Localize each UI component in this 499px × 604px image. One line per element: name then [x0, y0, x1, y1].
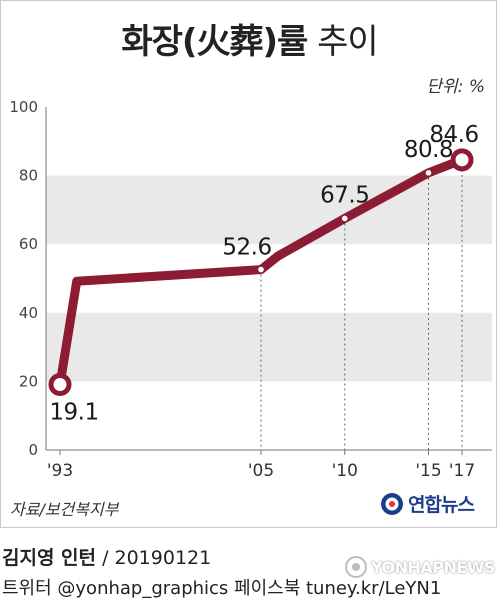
- x-tick-label: '15: [415, 461, 441, 481]
- end-point-marker: [450, 148, 474, 172]
- chart-series: [48, 148, 474, 396]
- data-point-marker: [425, 170, 432, 176]
- data-label: 52.6: [222, 235, 271, 261]
- grid-band: [46, 312, 492, 382]
- data-label: 80.8: [404, 137, 453, 163]
- chart-title: 화장(火葬)률 추이: [0, 14, 499, 63]
- agency-brand: 연합뉴스: [380, 490, 475, 517]
- data-label: 84.6: [429, 122, 478, 148]
- byline-author: 김지영 인턴: [2, 547, 97, 569]
- chart-labels: 19.1 52.6 67.5 80.884.6: [49, 122, 479, 426]
- data-label: 67.5: [320, 182, 369, 208]
- social-links: 트위터 @yonhap_graphics 페이스북 tuney.kr/LeYN1: [2, 578, 442, 599]
- line-chart: 0 20 40 60 80 100 '93 '05 '10 '15 '17 19.1 52.6 67.5…: [9, 98, 492, 481]
- y-tick-label: 80: [19, 167, 38, 185]
- x-tick-label: '05: [248, 461, 274, 481]
- chart-bands: [46, 175, 492, 382]
- end-point-marker: [48, 372, 72, 396]
- y-tick-label: 20: [19, 372, 38, 390]
- data-point-marker: [341, 215, 348, 222]
- chart-guides: [260, 159, 463, 450]
- agency-name: 연합뉴스: [408, 494, 475, 516]
- byline-date: / 20190121: [102, 547, 212, 569]
- x-tick-label: '17: [449, 461, 475, 481]
- y-tick-label: 0: [28, 441, 38, 459]
- grid-band: [46, 175, 492, 245]
- title-sub: 추이: [317, 22, 379, 62]
- y-tick-label: 60: [19, 235, 38, 253]
- title-main: 화장(火葬)률: [121, 22, 308, 62]
- graphic-frame: [0, 0, 497, 528]
- unit-label: 단위: %: [426, 77, 485, 97]
- byline: 김지영 인턴 / 20190121: [2, 543, 211, 570]
- y-tick-label: 100: [9, 98, 38, 116]
- x-tick-label: '10: [332, 461, 358, 481]
- data-label: 19.1: [49, 399, 98, 425]
- chart-axes: 0 20 40 60 80 100 '93 '05 '10 '15 '17: [9, 98, 492, 481]
- source-note: 자료/보건복지부: [10, 500, 119, 519]
- watermark-text: YONHAPNEWS: [371, 557, 496, 577]
- agency-logo-icon: [381, 492, 403, 515]
- watermark-logo-icon: [345, 556, 367, 578]
- data-point-marker: [258, 266, 264, 273]
- x-tick-label: '93: [47, 461, 73, 481]
- y-tick-label: 40: [19, 304, 38, 322]
- watermark: YONHAPNEWS: [345, 556, 496, 578]
